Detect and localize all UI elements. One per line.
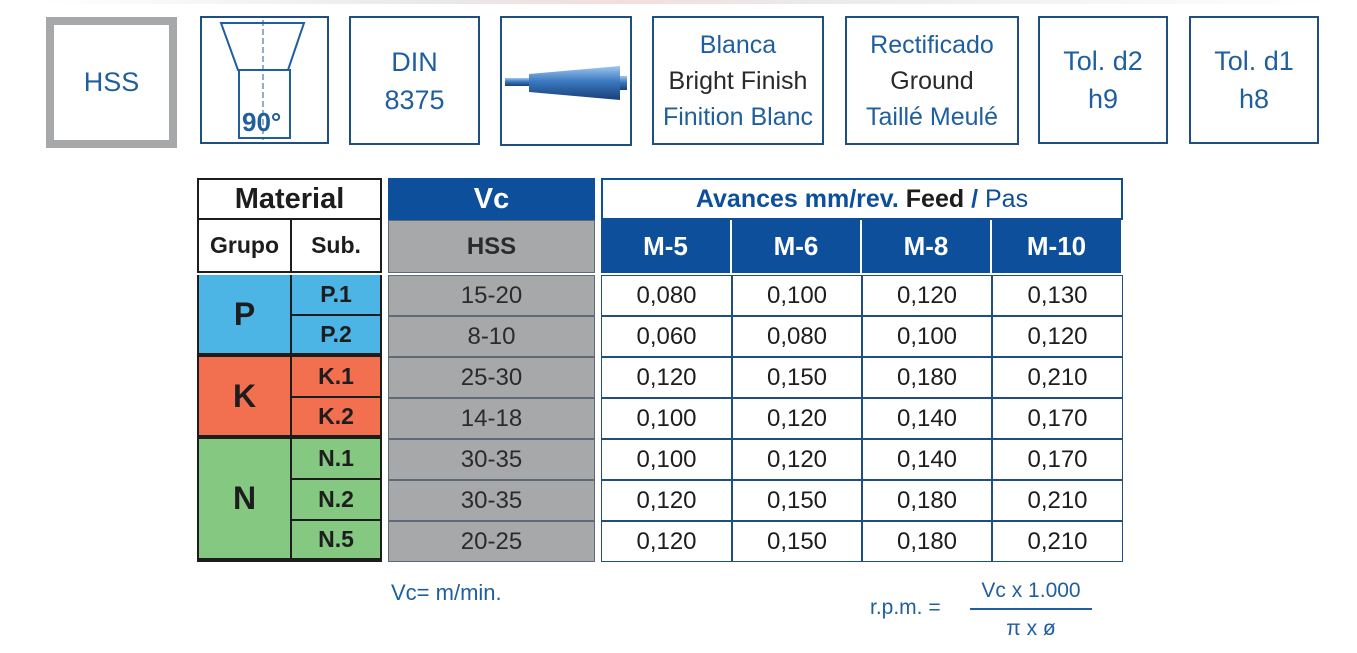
finish-french: Finition Blanc <box>662 102 814 131</box>
sub-header: Sub. <box>290 218 382 273</box>
rpm-formula: r.p.m. = Vc x 1.000 π x ø <box>870 578 1100 648</box>
feed-value-cell: 0,180 <box>862 521 992 562</box>
feed-value-cell: 0,100 <box>601 439 732 480</box>
feed-value-cell: 0,150 <box>732 521 862 562</box>
feed-header-bold: Avances mm/rev. <box>695 184 899 213</box>
feed-value-cell: 0,180 <box>862 480 992 521</box>
tol-d1-value: h8 <box>1238 84 1270 114</box>
din-standard-box: DIN 8375 <box>349 16 480 145</box>
grinding-spanish: Rectificado <box>870 30 994 59</box>
fraction-line <box>970 608 1092 610</box>
sub-cell: N.5 <box>290 521 382 562</box>
group-cell-p: P <box>197 275 290 357</box>
vc-value-cell: 25-30 <box>388 357 595 398</box>
tolerance-d1-box: Tol. d1 h8 <box>1189 16 1319 144</box>
finish-box: Blanca Bright Finish Finition Blanc <box>652 16 824 145</box>
vc-value-cell: 15-20 <box>388 275 595 316</box>
material-header-label: Material <box>234 182 345 215</box>
feed-value-cell: 0,120 <box>862 275 992 316</box>
feed-value-cell: 0,120 <box>732 439 862 480</box>
sub-cell: P.2 <box>290 316 382 357</box>
countersink-icon <box>219 20 306 140</box>
feed-value-cell: 0,210 <box>992 480 1123 521</box>
finish-english: Bright Finish <box>668 66 808 95</box>
finish-spanish: Blanca <box>699 30 777 59</box>
rpm-numerator: Vc x 1.000 <box>981 579 1081 602</box>
vc-header-label: Vc <box>473 182 510 215</box>
feed-value-cell: 0,120 <box>601 357 732 398</box>
feed-value-cell: 0,170 <box>992 439 1123 480</box>
vc-value-cell: 30-35 <box>388 439 595 480</box>
shank-shape-box <box>500 16 632 146</box>
angle-label: 90° <box>242 107 282 137</box>
taper-shank-icon <box>505 66 627 100</box>
hss-label: HSS <box>83 67 140 97</box>
sub-header-label: Sub. <box>311 232 361 258</box>
feed-value-cell: 0,120 <box>992 316 1123 357</box>
feed-value-cell: 0,120 <box>732 398 862 439</box>
feed-header-sep: / <box>971 184 979 213</box>
vc-value-cell: 30-35 <box>388 480 595 521</box>
group-cell-k: K <box>197 357 290 439</box>
feed-value-cell: 0,060 <box>601 316 732 357</box>
tolerance-d2-box: Tol. d2 h9 <box>1038 16 1168 144</box>
feed-value-cell: 0,100 <box>732 275 862 316</box>
tol-d2-value: h9 <box>1087 84 1119 114</box>
feed-value-cell: 0,140 <box>862 398 992 439</box>
feed-value-cell: 0,080 <box>601 275 732 316</box>
vc-unit-note: Vc= m/min. <box>391 580 502 605</box>
size-header-1: M-5 <box>601 220 730 273</box>
feed-value-cell: 0,150 <box>732 357 862 398</box>
feed-value-cell: 0,150 <box>732 480 862 521</box>
grinding-french: Taillé Meulé <box>865 102 998 131</box>
tol-d2-label: Tol. d2 <box>1063 46 1143 76</box>
size-header-4: M-10 <box>992 220 1121 273</box>
feed-value-cell: 0,130 <box>992 275 1123 316</box>
grupo-header: Grupo <box>197 218 292 273</box>
feed-value-cell: 0,120 <box>601 480 732 521</box>
sub-cell: N.1 <box>290 439 382 480</box>
vc-header: Vc <box>388 178 595 220</box>
sub-cell: P.1 <box>290 275 382 316</box>
feed-value-cell: 0,180 <box>862 357 992 398</box>
size-header-3: M-8 <box>862 220 990 273</box>
feed-value-cell: 0,100 <box>601 398 732 439</box>
top-decorative-bar <box>40 0 1330 4</box>
size-header-2: M-6 <box>732 220 860 273</box>
hss-material-box: HSS <box>46 17 177 148</box>
feed-value-cell: 0,080 <box>732 316 862 357</box>
sub-cell: K.2 <box>290 398 382 439</box>
vc-hss-header: HSS <box>388 220 595 273</box>
feed-value-cell: 0,120 <box>601 521 732 562</box>
feed-header: Avances mm/rev. Feed / Pas <box>601 178 1123 220</box>
sub-cell: N.2 <box>290 480 382 521</box>
sub-cell: K.1 <box>290 357 382 398</box>
feed-value-cell: 0,210 <box>992 521 1123 562</box>
countersink-angle-box: 90° <box>200 16 329 144</box>
grinding-box: Rectificado Ground Taillé Meulé <box>845 16 1019 145</box>
rpm-denominator: π x ø <box>1006 617 1056 640</box>
vc-value-cell: 8-10 <box>388 316 595 357</box>
grupo-header-label: Grupo <box>210 232 279 258</box>
material-header: Material <box>197 178 382 220</box>
grinding-english: Ground <box>890 66 974 95</box>
din-label: DIN <box>391 46 438 77</box>
feed-value-cell: 0,210 <box>992 357 1123 398</box>
vc-value-cell: 14-18 <box>388 398 595 439</box>
tol-d1-label: Tol. d1 <box>1214 46 1294 76</box>
group-cell-n: N <box>197 439 290 562</box>
feed-header-feed: Feed <box>905 184 965 213</box>
vc-value-cell: 20-25 <box>388 521 595 562</box>
feed-value-cell: 0,100 <box>862 316 992 357</box>
feed-value-cell: 0,170 <box>992 398 1123 439</box>
din-number: 8375 <box>384 84 445 115</box>
feed-value-cell: 0,140 <box>862 439 992 480</box>
feed-header-pas: Pas <box>984 184 1029 213</box>
rpm-label: r.p.m. = <box>870 596 941 619</box>
vc-hss-header-label: HSS <box>466 232 517 260</box>
